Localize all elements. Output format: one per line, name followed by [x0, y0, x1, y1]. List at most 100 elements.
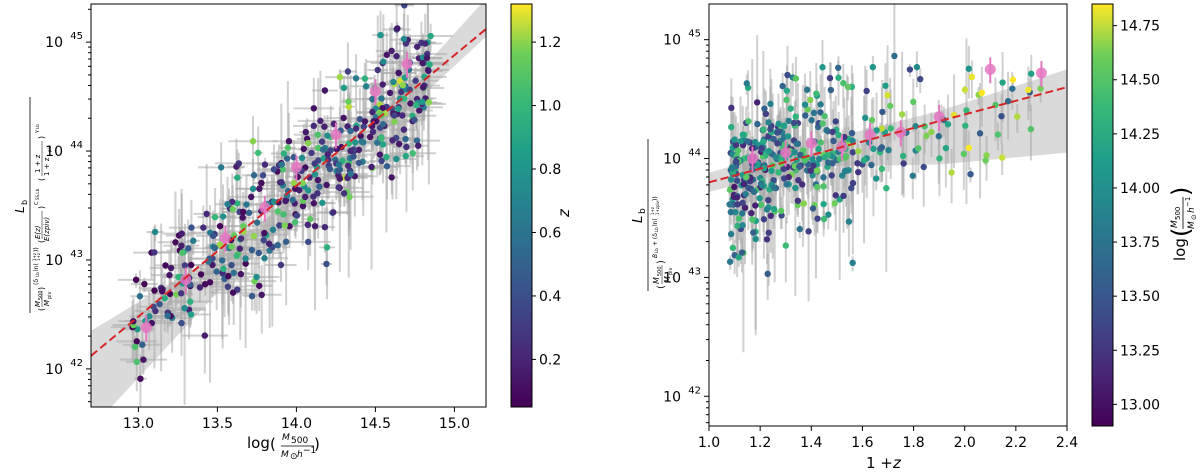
- svg-text:M: M: [34, 301, 42, 307]
- left-data-point: [407, 100, 414, 107]
- left-data-point: [190, 237, 197, 244]
- right-data-point: [767, 100, 774, 108]
- svg-text:): ): [37, 287, 46, 290]
- svg-text:44: 44: [70, 140, 83, 151]
- left-data-point: [400, 126, 408, 133]
- left-data-point: [167, 264, 175, 272]
- svg-text:44: 44: [688, 148, 701, 159]
- left-data-point: [355, 146, 363, 154]
- svg-text:): ): [314, 435, 320, 453]
- left-binned-point: [219, 232, 231, 244]
- svg-text:L: L: [13, 206, 27, 213]
- left-data-point: [394, 25, 401, 32]
- left-data-point: [269, 226, 277, 233]
- left-x-axis-label: log ( M 500 M ⊙ h −1 ): [247, 433, 320, 462]
- left-data-point: [211, 213, 219, 221]
- right-x-tick-label: 1.6: [851, 435, 873, 451]
- right-data-point: [863, 87, 870, 95]
- left-data-point: [133, 358, 140, 366]
- right-data-point: [760, 126, 767, 133]
- right-data-point: [767, 212, 774, 220]
- svg-text:b: b: [20, 200, 29, 205]
- right-data-point: [965, 144, 973, 152]
- right-data-point: [765, 147, 773, 155]
- left-data-point: [254, 149, 262, 157]
- left-data-point: [314, 144, 322, 152]
- left-data-point: [178, 242, 185, 249]
- svg-text:h: h: [297, 450, 303, 460]
- svg-text:45: 45: [688, 29, 701, 40]
- left-data-point: [280, 211, 287, 218]
- svg-text:M: M: [663, 276, 672, 283]
- right-data-point: [900, 160, 907, 167]
- right-colorbar-tick-label: 13.75: [1120, 235, 1160, 251]
- left-data-point: [347, 147, 354, 155]
- left-data-point: [233, 200, 241, 207]
- left-data-point: [285, 137, 293, 145]
- left-data-point: [319, 146, 327, 153]
- right-data-point: [829, 128, 836, 136]
- right-data-point: [860, 156, 868, 164]
- left-data-point: [239, 214, 246, 221]
- right-data-point: [891, 52, 898, 60]
- svg-text:10: 10: [45, 35, 63, 51]
- right-y-tick-label: 10 42: [663, 385, 701, 405]
- right-data-point: [935, 133, 942, 140]
- right-data-point: [1027, 125, 1035, 133]
- right-data-point: [814, 215, 821, 222]
- left-data-point: [409, 150, 416, 157]
- right-data-point: [965, 65, 973, 72]
- right-data-point: [807, 167, 814, 174]
- svg-text:B: B: [652, 254, 659, 258]
- svg-text:): ): [37, 136, 46, 139]
- right-data-point: [749, 216, 756, 223]
- left-data-point: [178, 319, 185, 327]
- left-data-point: [270, 198, 278, 206]
- right-binned-point: [805, 137, 817, 149]
- right-plot-area: [709, 4, 1067, 353]
- left-data-point: [316, 183, 323, 190]
- left-data-point: [230, 269, 237, 277]
- left-data-point: [419, 98, 426, 106]
- svg-text:10: 10: [663, 33, 681, 49]
- right-data-point: [737, 138, 745, 145]
- left-colorbar-tick-label: 1.0: [539, 99, 561, 115]
- right-data-point: [963, 107, 970, 114]
- right-data-point: [831, 200, 838, 207]
- left-data-point: [357, 132, 364, 140]
- right-data-point: [855, 168, 862, 176]
- right-data-point: [784, 71, 791, 79]
- left-data-point: [308, 149, 315, 157]
- right-data-point: [819, 120, 826, 127]
- right-data-point: [936, 155, 943, 162]
- left-binned-point: [180, 274, 192, 286]
- left-data-point: [217, 164, 225, 171]
- left-data-point: [390, 78, 397, 86]
- right-data-point: [845, 167, 852, 174]
- left-data-point: [402, 135, 409, 143]
- right-data-point: [792, 75, 800, 82]
- svg-text:⊙: ⊙: [1190, 214, 1198, 220]
- left-data-point: [411, 116, 418, 124]
- left-data-point: [379, 105, 386, 112]
- left-data-point: [324, 132, 331, 139]
- left-data-point: [258, 179, 265, 187]
- right-data-point: [739, 199, 746, 207]
- left-data-point: [261, 161, 269, 168]
- right-data-point: [887, 125, 894, 132]
- svg-text:500: 500: [657, 266, 663, 276]
- left-data-point: [340, 190, 348, 197]
- right-data-point: [753, 99, 761, 106]
- right-data-point: [796, 163, 803, 170]
- right-data-point: [742, 190, 749, 198]
- left-data-point: [321, 87, 329, 94]
- left-data-point: [286, 223, 293, 230]
- left-data-point: [256, 185, 263, 192]
- left-y-tick-label: 10 45: [45, 31, 83, 51]
- left-data-point: [388, 47, 395, 55]
- svg-text:10: 10: [45, 144, 63, 160]
- left-plot-area: [91, 4, 486, 407]
- right-data-point: [784, 133, 792, 140]
- left-data-point: [250, 232, 258, 240]
- right-data-point: [802, 112, 809, 119]
